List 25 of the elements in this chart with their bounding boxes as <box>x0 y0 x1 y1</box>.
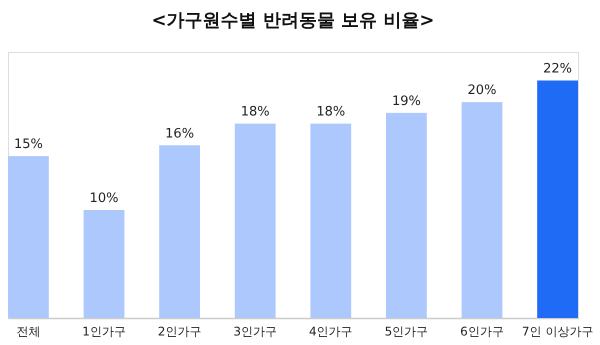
data-label: 15% <box>14 137 43 152</box>
x-tick-label: 전체 <box>16 324 40 338</box>
bar <box>234 124 276 318</box>
x-tick-label: 2인가구 <box>158 324 202 338</box>
data-label: 22% <box>543 62 572 76</box>
data-label: 20% <box>468 83 496 98</box>
x-tick-label: 1인가구 <box>82 324 126 338</box>
chart-title: <가구원수별 반려동물 보유 비율> <box>152 10 434 31</box>
x-tick-label: 5인가구 <box>384 324 428 338</box>
data-label: 16% <box>165 126 194 142</box>
bar <box>462 102 502 318</box>
bar <box>159 145 200 318</box>
bar <box>84 210 124 318</box>
bar <box>310 124 352 318</box>
bar <box>537 80 578 318</box>
data-label: 18% <box>316 104 346 120</box>
data-label: 19% <box>392 94 421 109</box>
x-tick-label: 6인가구 <box>460 324 504 338</box>
bar <box>386 112 427 318</box>
x-tick-label: 7인 이상가구 <box>522 324 594 338</box>
x-tick-label: 4인가구 <box>308 324 353 338</box>
data-label: 18% <box>240 104 270 120</box>
bar <box>8 156 49 318</box>
data-label: 10% <box>90 191 118 206</box>
x-tick-label: 3인가구 <box>233 324 278 338</box>
